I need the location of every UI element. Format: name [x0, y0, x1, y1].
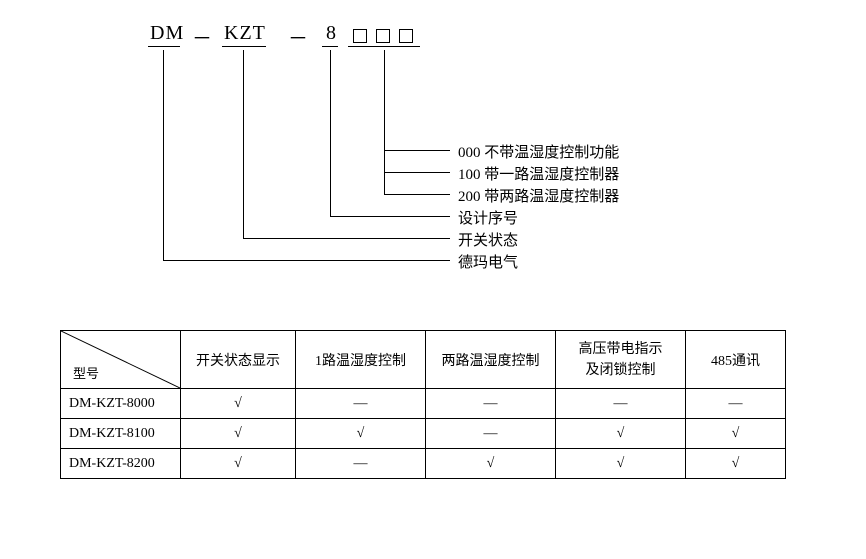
- drop-line-8: [330, 50, 331, 216]
- spec-cell: —: [296, 449, 426, 479]
- diagram-canvas: DM － KZT － 8 000 不带温湿度控制功能 100 带一路温湿度控制器…: [0, 0, 866, 559]
- table-header-5: 485通讯: [686, 331, 786, 389]
- spec-cell: —: [426, 419, 556, 449]
- placeholder-box-1: [353, 29, 367, 43]
- spec-cell: √: [556, 419, 686, 449]
- callout-opt2: 100 带一路温湿度控制器: [458, 163, 619, 184]
- callout-switch: 开关状态: [458, 229, 518, 250]
- h-line-opt3: [384, 194, 450, 195]
- drop-line-kzt: [243, 50, 244, 238]
- callout-opt1: 000 不带温湿度控制功能: [458, 141, 619, 162]
- code-underline-8: [322, 46, 338, 47]
- spec-cell: —: [426, 389, 556, 419]
- spec-cell: √: [181, 389, 296, 419]
- table-header-4: 高压带电指示及闭锁控制: [556, 331, 686, 389]
- spec-cell: —: [686, 389, 786, 419]
- table-header-2: 1路温湿度控制: [296, 331, 426, 389]
- placeholder-box-2: [376, 29, 390, 43]
- spec-cell: √: [296, 419, 426, 449]
- callout-brand: 德玛电气: [458, 251, 518, 272]
- table-row: DM-KZT-8000 √ — — — —: [61, 389, 786, 419]
- spec-cell: √: [686, 449, 786, 479]
- table-row: DM-KZT-8200 √ — √ √ √: [61, 449, 786, 479]
- model-cell: DM-KZT-8000: [61, 389, 181, 419]
- table-header-1: 开关状态显示: [181, 331, 296, 389]
- code-seg-dm: DM: [150, 22, 184, 45]
- table-row: DM-KZT-8100 √ √ — √ √: [61, 419, 786, 449]
- spec-table: 型号 开关状态显示 1路温湿度控制 两路温湿度控制 高压带电指示及闭锁控制 48…: [60, 330, 786, 479]
- placeholder-box-3: [399, 29, 413, 43]
- spec-cell: √: [181, 419, 296, 449]
- table-corner-label: 型号: [73, 363, 99, 382]
- code-seg-kzt: KZT: [224, 22, 266, 45]
- h-line-opt1: [384, 150, 450, 151]
- table-header-3: 两路温湿度控制: [426, 331, 556, 389]
- spec-cell: √: [686, 419, 786, 449]
- table-corner-cell: 型号: [61, 331, 181, 389]
- code-dash-2: －: [288, 22, 309, 51]
- code-underline-kzt: [222, 46, 266, 47]
- callout-opt3: 200 带两路温湿度控制器: [458, 185, 619, 206]
- h-line-switch: [243, 238, 450, 239]
- spec-cell: √: [556, 449, 686, 479]
- code-underline-boxes: [348, 46, 420, 47]
- h-line-opt2: [384, 172, 450, 173]
- callout-design: 设计序号: [458, 207, 518, 228]
- code-dash-1: －: [192, 22, 213, 51]
- h-line-brand: [163, 260, 450, 261]
- model-cell: DM-KZT-8200: [61, 449, 181, 479]
- model-cell: DM-KZT-8100: [61, 419, 181, 449]
- spec-cell: —: [296, 389, 426, 419]
- table-header-row: 型号 开关状态显示 1路温湿度控制 两路温湿度控制 高压带电指示及闭锁控制 48…: [61, 331, 786, 389]
- spec-cell: √: [181, 449, 296, 479]
- drop-line-dm: [163, 50, 164, 260]
- code-seg-8: 8: [326, 22, 337, 45]
- spec-cell: √: [426, 449, 556, 479]
- h-line-design: [330, 216, 450, 217]
- code-underline-dm: [148, 46, 180, 47]
- spec-cell: —: [556, 389, 686, 419]
